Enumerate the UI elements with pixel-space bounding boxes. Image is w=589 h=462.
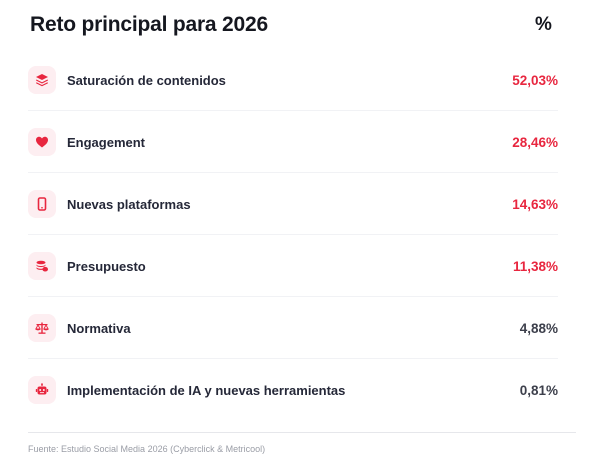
row-divider	[28, 296, 558, 297]
row-value: 4,88%	[519, 320, 558, 336]
list-item-nuevas-plataformas: Nuevas plataformas 14,63%	[28, 173, 558, 235]
list-item-presupuesto: Presupuesto 11,38%	[28, 235, 558, 297]
row-label: Presupuesto	[67, 258, 146, 274]
coins-icon	[28, 252, 56, 280]
row-label: Engagement	[67, 134, 146, 150]
row-label: Nuevas plataformas	[67, 196, 191, 212]
smartphone-icon	[28, 190, 56, 218]
list-item-saturacion: Saturación de contenidos 52,03%	[28, 49, 558, 111]
list-item-implementacion-ia: Implementación de IA y nuevas herramient…	[28, 359, 558, 421]
row-label: Implementación de IA y nuevas herramient…	[67, 382, 346, 398]
row-value: 0,81%	[519, 382, 558, 398]
source-note: Fuente: Estudio Social Media 2026 (Cyber…	[28, 444, 266, 454]
scale-icon	[28, 314, 56, 342]
list-item-engagement: Engagement 28,46%	[28, 111, 558, 173]
row-divider	[28, 110, 558, 111]
heart-icon	[28, 128, 56, 156]
row-divider	[28, 234, 558, 235]
row-value: 52,03%	[512, 72, 558, 88]
row-label: Saturación de contenidos	[67, 72, 226, 88]
layers-icon	[28, 66, 56, 94]
page-title: Reto principal para 2026	[30, 13, 268, 36]
percent-column-header: %	[535, 14, 552, 35]
list-item-normativa: Normativa 4,88%	[28, 297, 558, 359]
row-value: 28,46%	[512, 134, 558, 150]
row-label: Normativa	[67, 320, 131, 336]
row-value: 11,38%	[512, 258, 558, 274]
footer-divider	[28, 432, 576, 433]
row-value: 14,63%	[512, 196, 558, 212]
row-divider	[28, 172, 558, 173]
robot-icon	[28, 376, 56, 404]
row-divider	[28, 358, 558, 359]
